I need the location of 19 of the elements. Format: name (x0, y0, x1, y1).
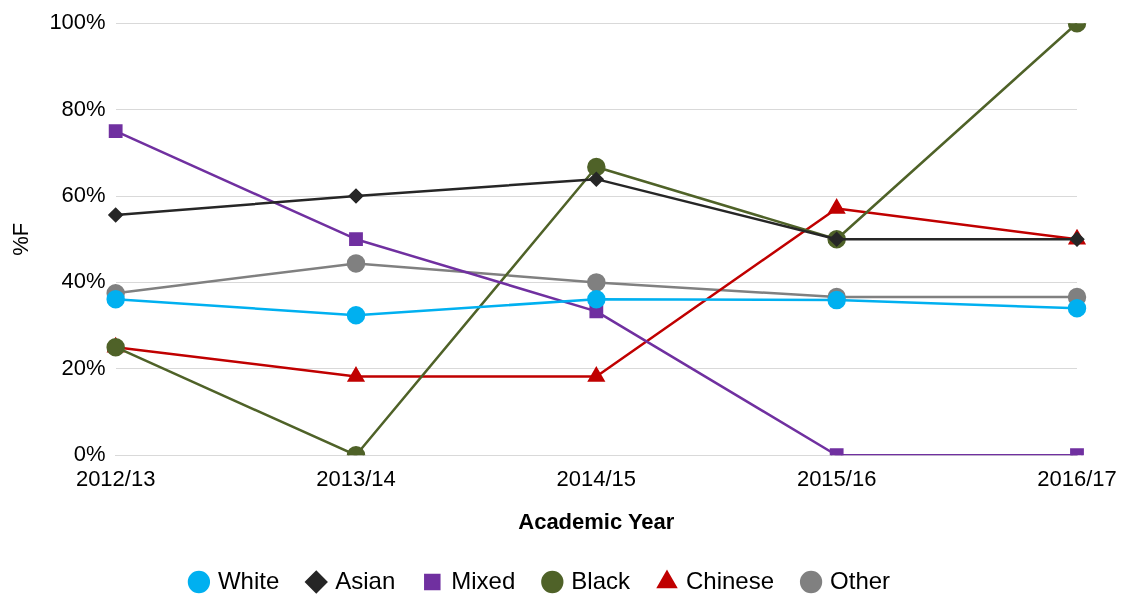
x-tick-label: 2015/16 (796, 466, 877, 492)
x-axis-title: Academic Year (518, 508, 675, 534)
x-tick-label: 2016/17 (1037, 466, 1117, 492)
y-tick-label: 0% (73, 441, 106, 467)
legend-label: Mixed (451, 566, 516, 594)
x-tick-label: 2014/15 (556, 466, 637, 492)
y-tick-label: 80% (61, 95, 106, 121)
y-tick-label: 40% (61, 268, 106, 294)
y-axis-title: %F (8, 222, 34, 256)
legend-label: Other (830, 566, 891, 594)
y-tick-label: 20% (61, 354, 106, 380)
x-tick-label: 2013/14 (316, 466, 396, 492)
x-tick-label: 2012/13 (75, 466, 156, 492)
y-tick-label: 60% (61, 182, 106, 208)
y-tick-label: 100% (49, 9, 106, 35)
legend-label: Chinese (686, 566, 775, 594)
legend-label: Black (571, 566, 632, 594)
legend-label: Asian (335, 566, 396, 594)
legend-label: White (217, 566, 280, 594)
